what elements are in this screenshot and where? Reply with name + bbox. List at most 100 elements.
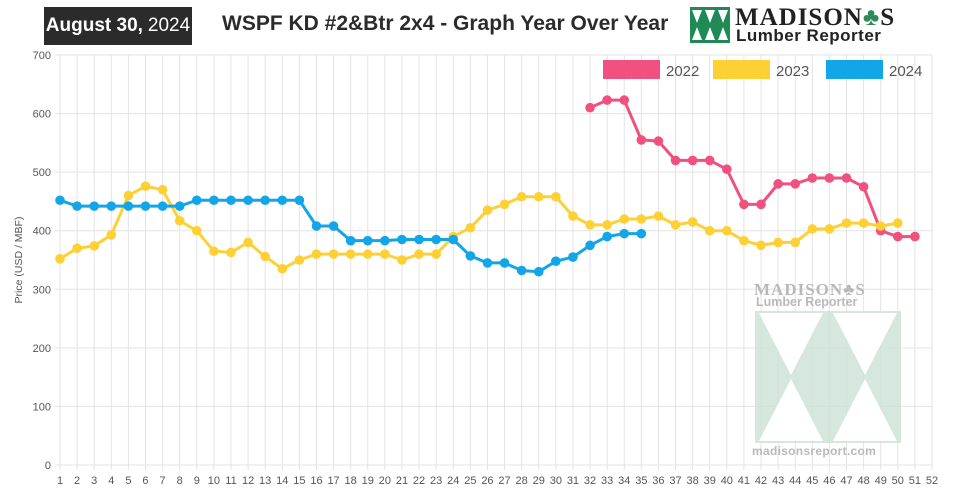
y-tick-label: 100 [33,401,51,413]
data-point-2023 [739,235,749,246]
watermark-leaf-icon: ♣ [843,280,856,299]
data-point-2024 [619,228,630,239]
data-point-2024 [140,201,151,211]
data-point-2022 [670,155,681,166]
data-point-2022 [653,136,664,146]
data-point-2023 [226,247,236,258]
data-point-2023 [397,255,407,265]
data-point-2024 [209,195,219,206]
y-tick-label: 300 [33,284,51,296]
data-point-2024 [414,234,424,245]
data-point-2022 [824,173,835,183]
x-tick-label: 7 [160,475,166,487]
x-tick-label: 46 [823,475,835,487]
x-tick-label: 49 [875,475,887,487]
legend-label-2022: 2022 [666,63,699,80]
x-tick-label: 27 [498,475,510,487]
x-tick-label: 47 [840,475,852,487]
data-point-2024 [482,258,493,268]
data-point-2023 [858,218,869,228]
x-tick-label: 51 [909,475,921,487]
data-point-2022 [704,155,715,166]
x-tick-label: 17 [327,475,339,487]
maple-leaf-icon: ♣ [862,4,881,31]
data-point-2024 [345,235,356,246]
date-year: 2024 [147,15,191,36]
x-tick-label: 48 [857,475,869,487]
data-point-2022 [585,102,595,113]
data-point-2022 [773,179,783,189]
series-2022 [585,95,920,242]
legend-swatch-2022 [603,60,660,79]
y-tick-label: 200 [33,343,51,355]
x-tick-label: 21 [396,475,408,487]
x-tick-label: 39 [704,475,716,487]
data-point-2024 [636,228,647,239]
x-tick-label: 36 [652,475,664,487]
x-tick-label: 16 [310,475,322,487]
data-point-2023 [414,249,424,259]
data-point-2023 [653,211,664,221]
x-tick-label: 15 [293,475,305,487]
data-point-2023 [243,237,253,248]
x-tick-label: 35 [635,475,647,487]
data-point-2024 [89,201,99,211]
x-tick-label: 30 [550,475,562,487]
data-point-2023 [636,214,647,224]
x-tick-label: 42 [755,475,767,487]
x-tick-label: 9 [194,475,200,487]
x-tick-label: 19 [362,475,374,487]
triangle-logo-icon [690,7,730,43]
data-point-2023 [841,218,852,228]
data-point-2023 [482,205,493,216]
x-tick-label: 10 [208,475,220,487]
data-point-2023 [773,237,783,248]
data-point-2023 [807,224,818,234]
legend-swatch-2024 [826,60,883,79]
x-tick-label: 45 [806,475,818,487]
data-point-2024 [465,251,476,261]
data-point-2022 [722,164,732,175]
data-point-2023 [499,199,510,210]
x-tick-label: 32 [584,475,596,487]
data-point-2024 [397,234,407,245]
watermark-brand: MADISON♣S [754,280,866,299]
x-tick-label: 14 [276,475,288,487]
data-point-2023 [568,211,578,221]
data-point-2023 [465,222,476,233]
chart-title: WSPF KD #2&Btr 2x4 - Graph Year Over Yea… [222,12,669,35]
data-point-2023 [875,221,886,231]
data-point-2023 [585,220,595,230]
data-point-2024 [602,231,612,242]
data-point-2024 [260,195,270,206]
x-tick-label: 20 [379,475,391,487]
data-point-2023 [687,217,698,227]
data-point-2022 [858,181,869,192]
data-point-2024 [294,195,305,206]
data-point-2023 [345,249,356,259]
data-point-2023 [824,224,835,234]
y-tick-label: 700 [33,50,51,62]
data-point-2023 [516,191,527,202]
data-point-2024 [277,195,288,206]
data-point-2022 [619,95,630,105]
data-point-2023 [157,184,168,195]
x-tick-label: 43 [772,475,784,487]
series-line-2023 [59,184,899,271]
data-point-2023 [277,263,288,274]
data-point-2023 [533,191,544,202]
data-point-2024 [448,234,459,245]
x-tick-label: 12 [242,475,254,487]
data-point-2024 [157,201,168,211]
data-point-2022 [893,231,903,242]
x-tick-label: 8 [177,475,183,487]
y-tick-label: 400 [33,226,51,238]
watermark-url: madisonsreport.com [752,444,877,458]
y-tick-label: 500 [33,167,51,179]
watermark-triangles-icon [755,311,901,443]
y-tick-label: 0 [45,460,51,472]
data-point-2024 [516,265,527,276]
data-point-2023 [140,181,151,191]
legend-swatch-2023 [713,60,770,79]
